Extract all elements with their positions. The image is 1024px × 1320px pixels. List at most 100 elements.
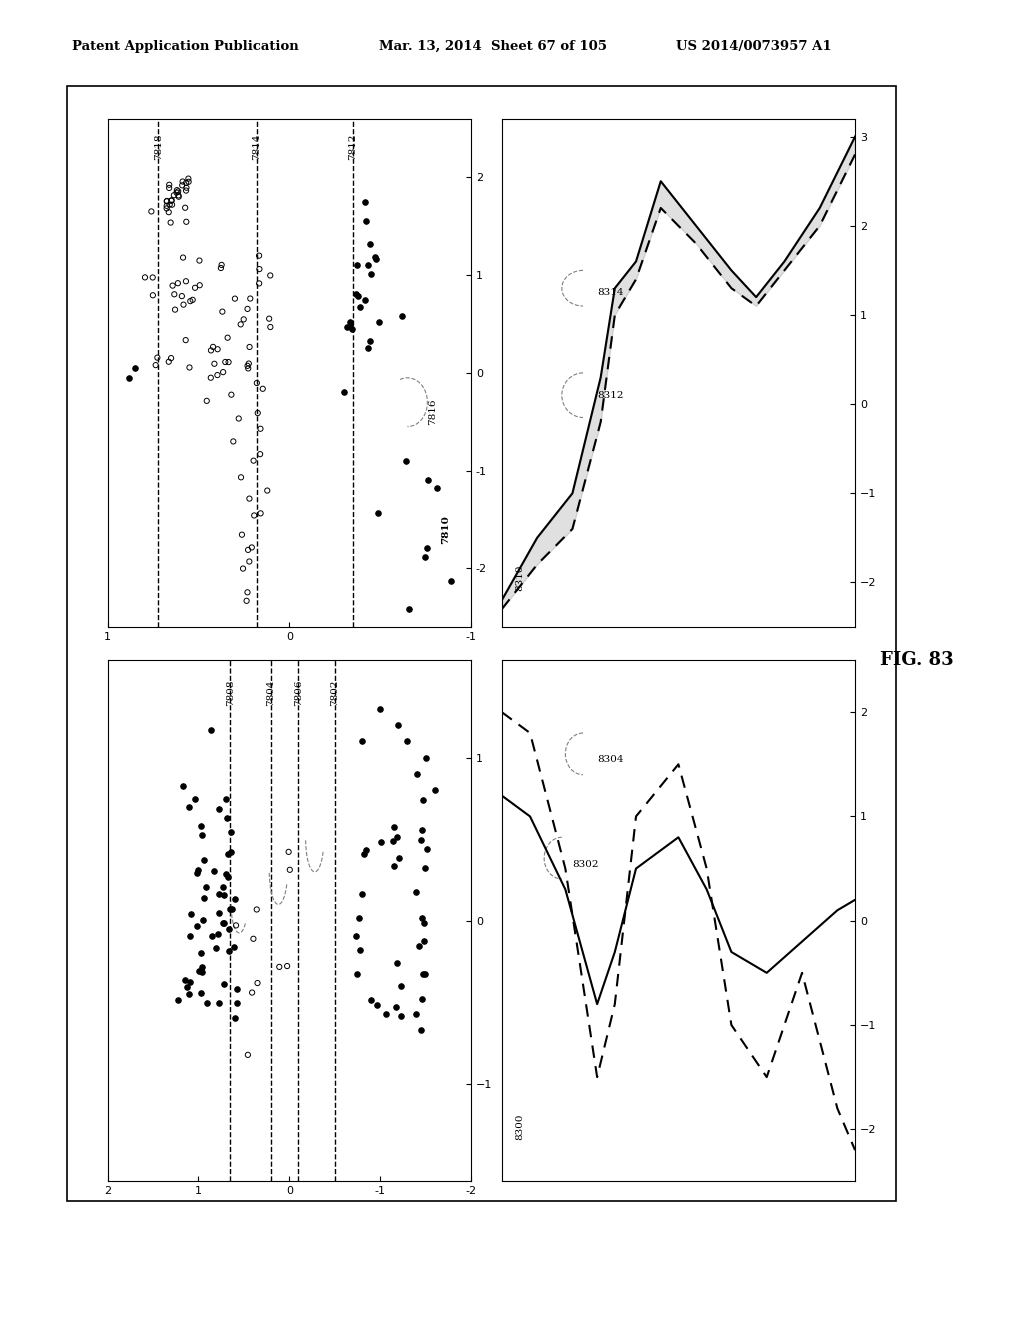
Point [401,598,418,619]
Point [166,284,182,305]
Point [359,255,376,276]
Point [417,858,433,879]
Point [262,265,279,286]
Point [217,351,233,372]
Point [165,275,181,296]
Point [170,181,186,202]
Point [215,876,231,898]
Text: 7816: 7816 [428,399,437,425]
Point [348,964,365,985]
Point [211,903,227,924]
Point [199,876,215,898]
Point [415,789,431,810]
Point [418,747,434,768]
Point [228,993,245,1014]
Point [175,294,191,315]
Point [169,990,185,1011]
Point [412,936,428,957]
Point [361,234,378,255]
Point [163,190,179,211]
Point [408,882,424,903]
Point [150,347,166,368]
Text: 8302: 8302 [572,859,599,869]
Point [414,907,430,928]
Point [180,168,197,189]
Text: 8304: 8304 [597,755,624,764]
Point [147,355,164,376]
Point [373,832,389,853]
Point [230,408,247,429]
Point [197,887,213,908]
Point [174,172,190,193]
Point [127,358,143,379]
Point [180,796,197,817]
Point [206,354,222,375]
Text: 8314: 8314 [597,288,624,297]
Point [219,327,236,348]
Point [362,264,379,285]
Point [420,470,436,491]
Point [159,191,175,213]
Point [279,956,295,977]
Text: 7810: 7810 [441,515,451,544]
Point [378,1003,394,1024]
Point [216,973,232,994]
Point [251,273,267,294]
Point [282,859,298,880]
Point [164,194,180,215]
Text: 8310: 8310 [515,565,524,591]
Point [389,826,406,847]
Point [419,840,435,861]
Point [178,211,195,232]
Text: 8300: 8300 [515,1113,524,1139]
Point [414,820,430,841]
Point [182,290,199,312]
Point [180,983,197,1005]
Point [220,940,237,961]
Point [234,558,251,579]
Point [385,816,401,837]
Point [216,912,232,933]
Point [262,317,279,338]
Point [203,367,219,388]
Point [216,884,232,906]
Point [252,503,268,524]
Point [221,919,238,940]
Point [342,312,358,333]
Point [161,351,177,372]
Point [189,915,206,936]
Point [225,430,242,451]
Point [261,308,278,329]
Point [250,403,266,424]
Point [171,186,187,207]
Point [161,174,177,195]
Point [246,450,262,471]
Point [246,506,262,527]
Point [232,467,249,488]
Point [218,863,234,884]
Point [240,358,256,379]
Point [242,337,258,358]
Point [209,364,225,385]
Point [214,301,230,322]
Point [408,1005,424,1026]
Point [413,829,429,850]
Point [211,799,227,820]
Point [159,195,175,216]
Point [241,550,257,572]
Text: 8312: 8312 [597,391,624,400]
Point [393,1006,410,1027]
Point [388,953,404,974]
Point [215,362,231,383]
Point [220,867,237,888]
Point [211,883,227,904]
Point [213,255,229,276]
Point [393,305,410,326]
Point [179,975,196,997]
Point [240,298,256,319]
Point [195,957,211,978]
Point [162,194,178,215]
Point [166,185,182,206]
Point [419,537,435,558]
Point [242,488,258,510]
